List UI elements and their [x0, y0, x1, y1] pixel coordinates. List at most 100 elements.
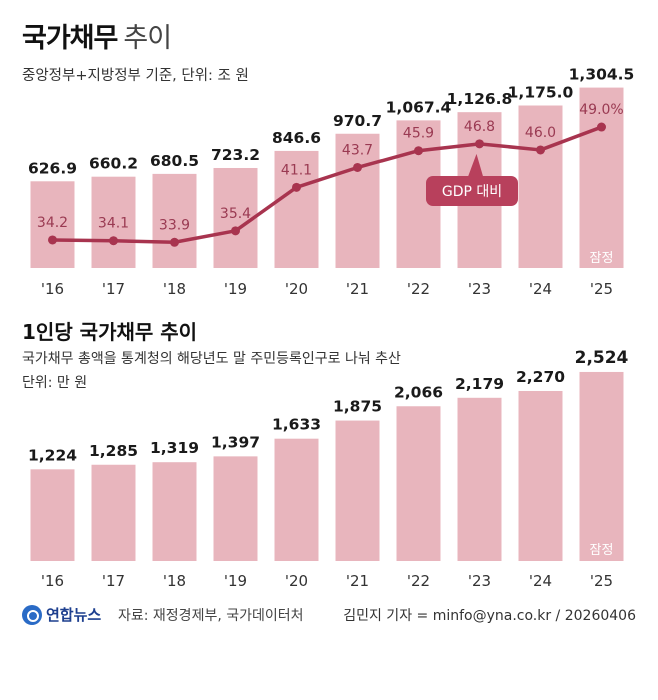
- yonhap-logo-icon: [22, 604, 42, 625]
- gdp-ratio-point-5: [353, 162, 362, 172]
- debt-value-label-1: 660.2: [89, 155, 138, 173]
- debt-value-label-8: 1,175.0: [508, 83, 574, 101]
- per-capita-title: 1인당 국가채무 추이: [22, 320, 198, 344]
- per-capita-value-label-4: 1,633: [272, 416, 321, 434]
- debt-bar-9: [579, 87, 624, 268]
- x-tick-label-8: '24: [529, 280, 552, 298]
- gdp-ratio-label-5: 43.7: [342, 142, 373, 158]
- debt-bar-8: [518, 105, 563, 268]
- x-tick-label-2: '18: [163, 280, 186, 298]
- debt-value-label-6: 1,067.4: [386, 98, 452, 116]
- debt-bar-2: [152, 173, 197, 268]
- chart-title: 국가채무 추이: [22, 16, 172, 55]
- debt-value-label-9: 1,304.5: [569, 66, 635, 84]
- debt-bar-1: [91, 176, 136, 268]
- gdp-ratio-point-8: [536, 145, 545, 155]
- debt-value-label-0: 626.9: [28, 159, 77, 177]
- chart-subtitle: 중앙정부+지방정부 기준, 단위: 조 원: [22, 68, 249, 84]
- per-capita-x-tick-label-7: '23: [468, 572, 491, 590]
- national-debt-chart: 626.9 '16 660.2 '17 680.5 '18 723.2 '19 846.6 '20…: [28, 66, 635, 298]
- per-capita-value-label-6: 2,066: [394, 383, 443, 401]
- per-capita-value-label-3: 1,397: [211, 433, 260, 451]
- gdp-ratio-callout-pointer: [467, 153, 484, 178]
- gdp-ratio-label-0: 34.2: [37, 215, 68, 231]
- provisional-note: 잠정: [590, 251, 614, 266]
- gdp-ratio-label-2: 33.9: [159, 217, 190, 233]
- x-tick-label-3: '19: [224, 280, 247, 298]
- debt-value-label-4: 846.6: [272, 129, 321, 147]
- per-capita-x-tick-label-2: '18: [163, 572, 186, 590]
- per-capita-value-label-9: 2,524: [575, 348, 629, 368]
- gdp-ratio-label-4: 41.1: [281, 162, 312, 178]
- gdp-ratio-label-3: 35.4: [220, 206, 251, 222]
- per-capita-bar-9: [579, 371, 624, 561]
- chart-title-main: 국가채무: [22, 23, 118, 54]
- footer: 연합뉴스 자료: 재정경제부, 국가데이터처 김민지 기자 = minfo@yn…: [22, 604, 636, 630]
- per-capita-bar-0: [30, 469, 75, 561]
- gdp-ratio-point-6: [414, 146, 423, 156]
- chart-title-suffix: 추이: [123, 23, 172, 54]
- gdp-ratio-label-1: 34.1: [98, 216, 129, 232]
- per-capita-x-tick-label-1: '17: [102, 572, 125, 590]
- x-tick-label-1: '17: [102, 280, 125, 298]
- gdp-ratio-callout-label: GDP 대비: [442, 184, 502, 200]
- per-capita-value-label-8: 2,270: [516, 368, 565, 386]
- per-capita-bar-3: [213, 456, 258, 561]
- per-capita-x-tick-label-4: '20: [285, 572, 308, 590]
- gdp-ratio-label-9: 49.0%: [579, 102, 623, 118]
- gdp-ratio-line: [52, 125, 603, 245]
- yonhap-logo: 연합뉴스: [22, 604, 101, 625]
- per-capita-value-label-0: 1,224: [28, 446, 77, 464]
- per-capita-x-tick-label-3: '19: [224, 572, 247, 590]
- x-tick-label-4: '20: [285, 280, 308, 298]
- gdp-ratio-label-8: 46.0: [525, 125, 556, 141]
- per-capita-x-tick-label-6: '22: [407, 572, 430, 590]
- debt-value-label-5: 970.7: [333, 112, 382, 130]
- per-capita-bar-7: [457, 397, 502, 561]
- gdp-ratio-point-3: [231, 226, 240, 236]
- per-capita-bar-6: [396, 406, 441, 561]
- per-capita-bar-5: [335, 420, 380, 561]
- gdp-ratio-point-1: [109, 236, 118, 246]
- gdp-ratio-point-7: [475, 139, 484, 149]
- per-capita-x-tick-label-0: '16: [41, 572, 64, 590]
- per-capita-x-tick-label-9: '25: [590, 572, 613, 590]
- debt-bar-0: [30, 181, 75, 268]
- source-note: 자료: 재정경제부, 국가데이터처: [118, 608, 304, 624]
- gdp-ratio-label-7: 46.8: [464, 119, 495, 135]
- per-capita-x-tick-label-5: '21: [346, 572, 369, 590]
- per-capita-value-label-1: 1,285: [89, 442, 138, 460]
- per-capita-subtitle: 국가채무 총액을 통계청의 해당년도 말 주민등록인구로 나눠 추산: [22, 351, 401, 367]
- per-capita-bar-8: [518, 390, 563, 561]
- gdp-ratio-point-0: [48, 235, 57, 245]
- debt-value-label-2: 680.5: [150, 152, 199, 170]
- gdp-ratio-point-2: [170, 237, 179, 247]
- x-tick-label-9: '25: [590, 280, 613, 298]
- per-capita-bar-4: [274, 438, 319, 561]
- per-capita-bar-2: [152, 462, 197, 561]
- x-tick-label-5: '21: [346, 280, 369, 298]
- per-capita-unit: 단위: 만 원: [22, 375, 88, 391]
- per-capita-value-label-2: 1,319: [150, 439, 199, 457]
- debt-bar-4: [274, 150, 319, 268]
- yonhap-logo-text: 연합뉴스: [46, 606, 102, 624]
- reporter-credit: 김민지 기자 = minfo@yna.co.kr / 20260406: [343, 608, 636, 624]
- gdp-ratio-point-9: [597, 122, 606, 132]
- per-capita-value-label-5: 1,875: [333, 398, 382, 416]
- gdp-ratio-callout-box: [426, 176, 518, 206]
- gdp-ratio-point-4: [292, 182, 301, 192]
- debt-bar-3: [213, 167, 258, 268]
- debt-bar-5: [335, 133, 380, 268]
- per-capita-bar-1: [91, 464, 136, 561]
- gdp-ratio-label-6: 45.9: [403, 126, 434, 142]
- debt-value-label-3: 723.2: [211, 146, 260, 164]
- per-capita-value-label-7: 2,179: [455, 375, 504, 393]
- per-capita-provisional-note: 잠정: [590, 543, 614, 558]
- x-tick-label-6: '22: [407, 280, 430, 298]
- x-tick-label-7: '23: [468, 280, 491, 298]
- per-capita-debt-chart: 1,224 '16 1,285 '17 1,319 '18 1,397 '19 1,633 '20…: [28, 348, 629, 590]
- debt-value-label-7: 1,126.8: [447, 90, 513, 108]
- per-capita-x-tick-label-8: '24: [529, 572, 552, 590]
- x-tick-label-0: '16: [41, 280, 64, 298]
